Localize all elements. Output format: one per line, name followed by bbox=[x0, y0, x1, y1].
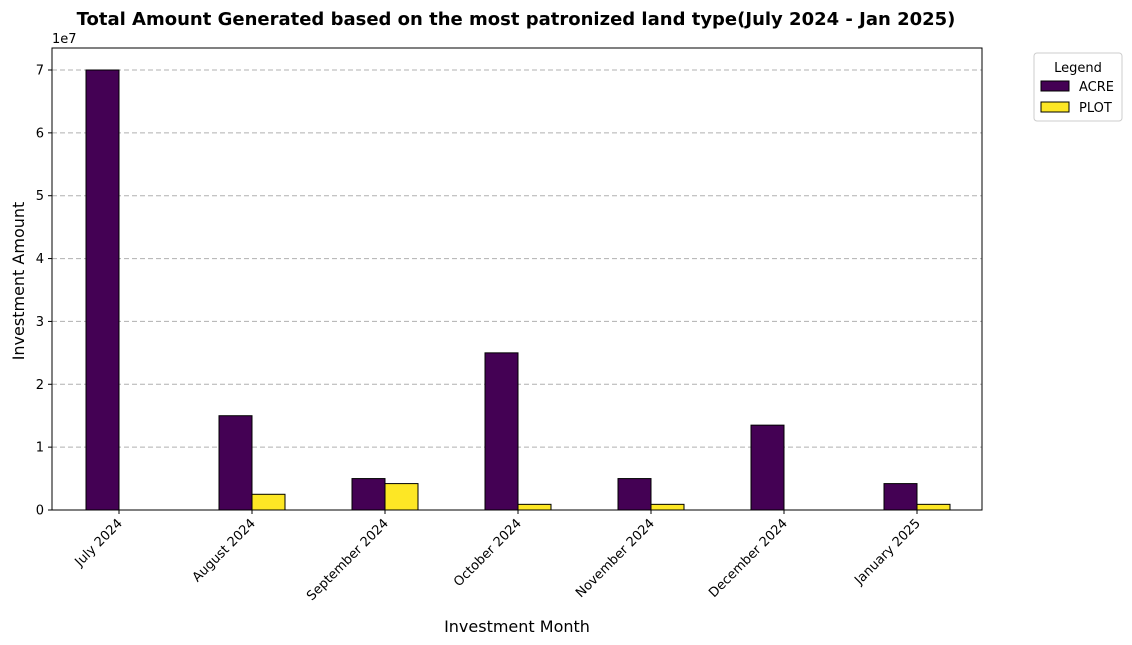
x-tick-label: January 2025 bbox=[851, 516, 923, 588]
chart-title: Total Amount Generated based on the most… bbox=[77, 9, 956, 30]
x-tick-label: September 2024 bbox=[304, 516, 392, 604]
bar-acre bbox=[617, 478, 652, 511]
bar-plot bbox=[517, 503, 552, 511]
y-tick-label: 3 bbox=[36, 315, 44, 330]
y-offset-label: 1e7 bbox=[52, 32, 77, 47]
y-tick-label: 1 bbox=[36, 441, 44, 456]
bar-plot bbox=[916, 503, 951, 511]
y-tick-label: 4 bbox=[36, 252, 44, 267]
legend-title: Legend bbox=[1054, 61, 1102, 76]
x-tick-label: December 2024 bbox=[706, 516, 791, 601]
y-tick-label: 6 bbox=[36, 126, 44, 141]
bar-acre bbox=[484, 352, 519, 511]
legend-label-acre: ACRE bbox=[1079, 80, 1114, 95]
legend: Legend ACRE PLOT bbox=[1033, 52, 1123, 122]
bar-acre bbox=[883, 483, 918, 511]
bar-plot bbox=[251, 493, 286, 511]
plot-frame bbox=[51, 47, 983, 511]
bars bbox=[85, 69, 951, 511]
bar-acre bbox=[351, 478, 386, 511]
x-axis-ticks: July 2024 August 2024 September 2024 Octobe… bbox=[72, 510, 924, 604]
bar-acre bbox=[750, 424, 785, 511]
x-tick-label: November 2024 bbox=[573, 516, 658, 601]
y-tick-label: 7 bbox=[36, 64, 44, 79]
bar-plot bbox=[384, 483, 419, 511]
x-axis-label: Investment Month bbox=[444, 617, 590, 636]
y-axis-ticks: 0 1 2 3 4 5 6 7 bbox=[36, 64, 52, 519]
bar-acre bbox=[85, 69, 120, 511]
legend-swatch-plot bbox=[1040, 101, 1070, 113]
x-tick-label: August 2024 bbox=[190, 516, 259, 585]
x-tick-label: July 2024 bbox=[72, 516, 126, 570]
legend-label-plot: PLOT bbox=[1079, 101, 1112, 116]
bar-plot bbox=[650, 503, 685, 511]
y-axis-label: Investment Amount bbox=[9, 202, 28, 361]
x-tick-label: October 2024 bbox=[451, 516, 525, 590]
y-tick-label: 0 bbox=[36, 504, 44, 519]
legend-swatch-acre bbox=[1040, 80, 1070, 92]
y-tick-label: 5 bbox=[36, 189, 44, 204]
y-tick-label: 2 bbox=[36, 378, 44, 393]
bar-acre bbox=[218, 415, 253, 511]
